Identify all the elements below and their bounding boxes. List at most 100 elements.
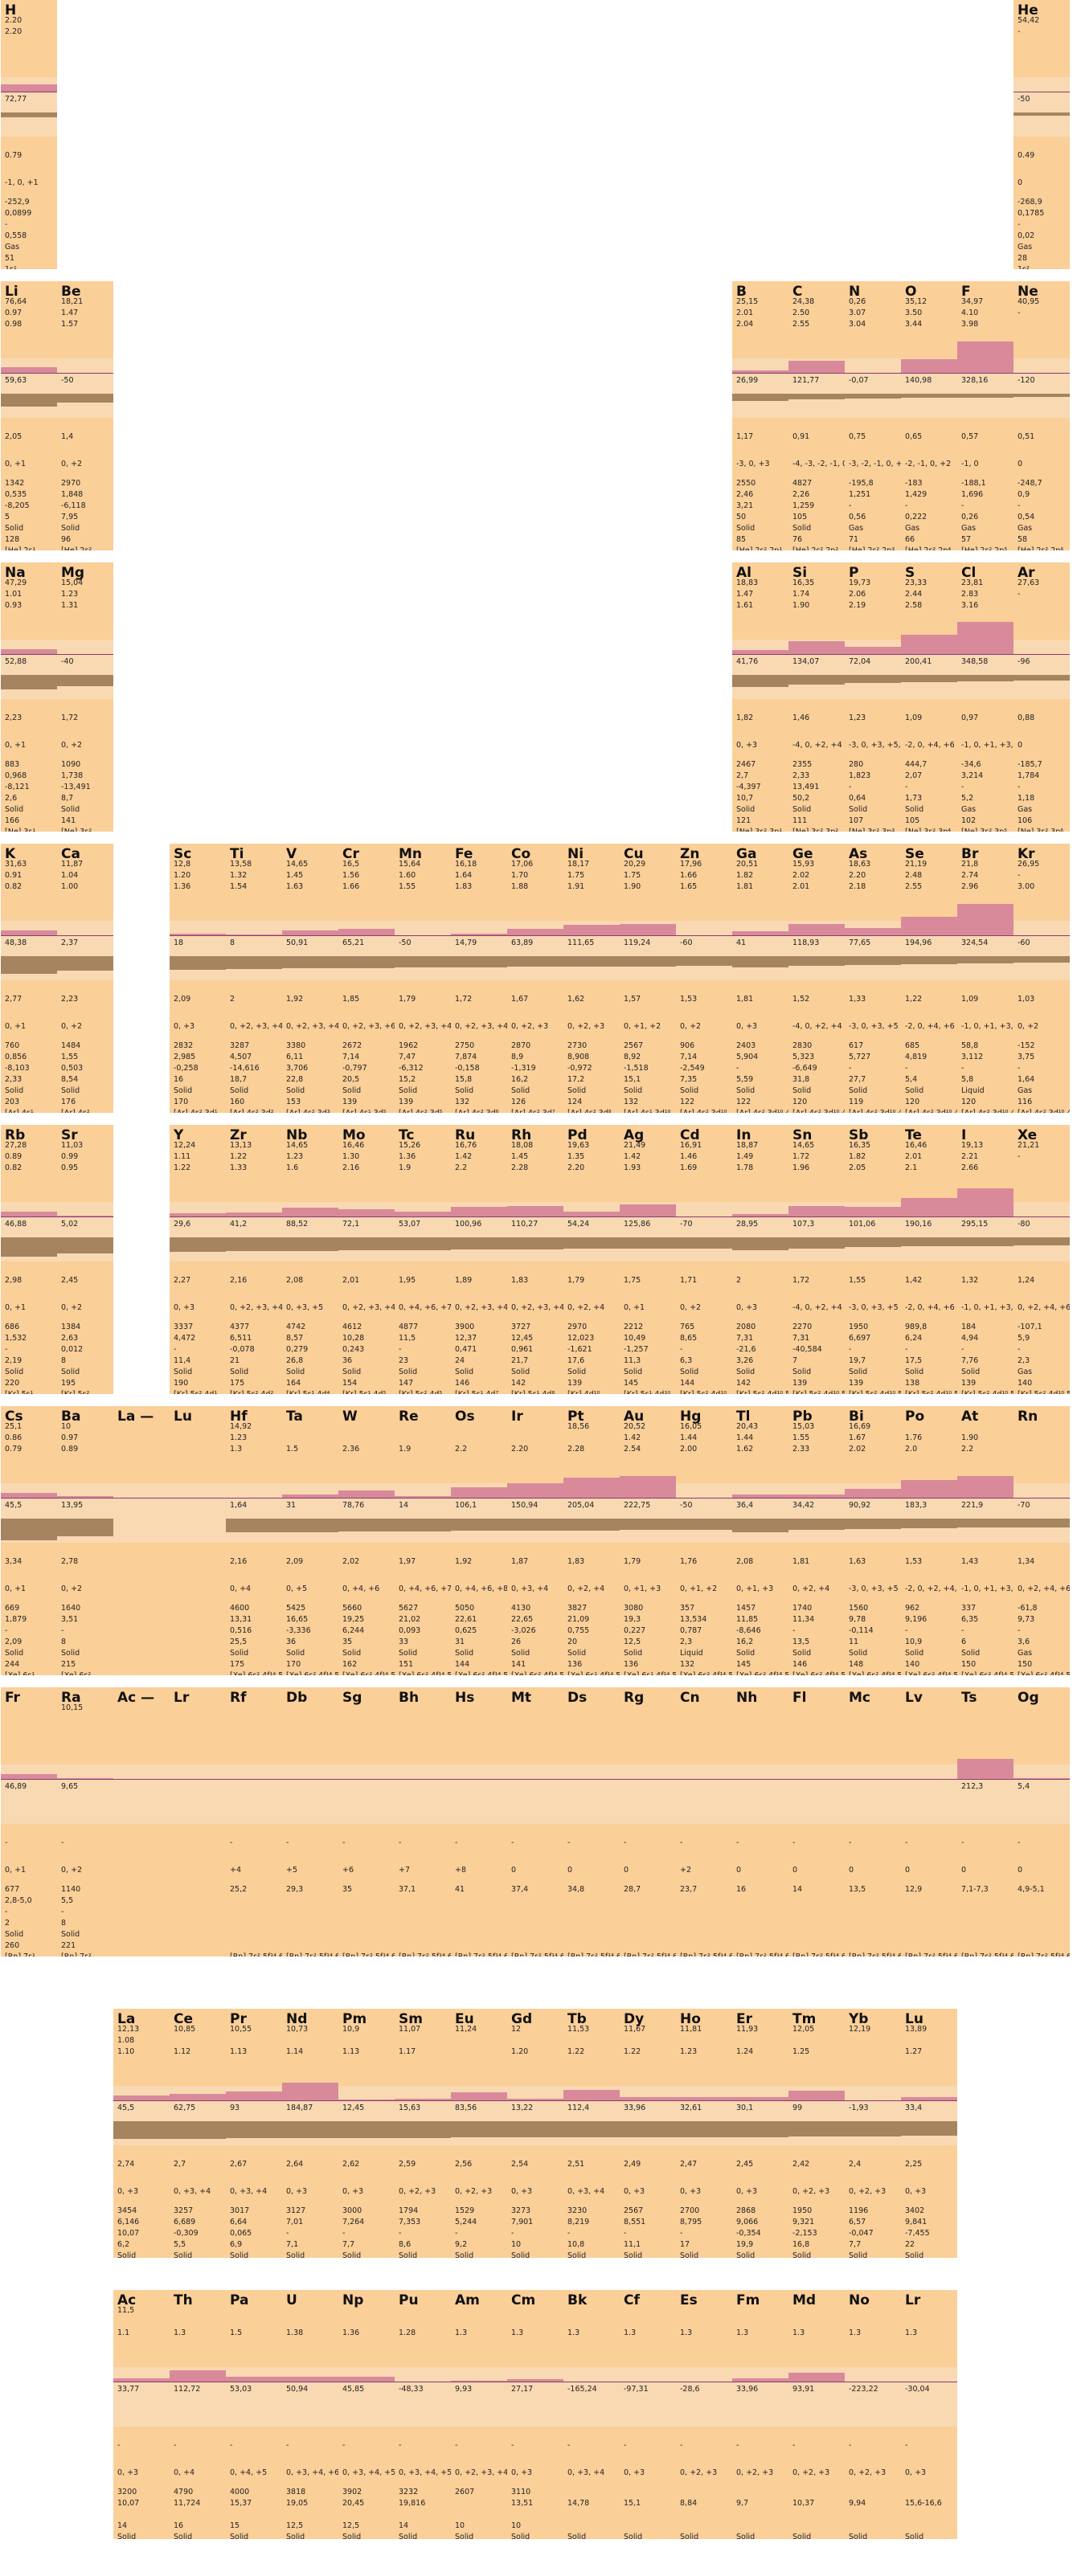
element-cell-ir[interactable]: Ir 2.20 150,94 1,87 0, +3, +4 4130 22,65 -3,026… [507, 1406, 563, 1675]
element-cell-ca[interactable]: Ca 11,87 1.04 1.00 2,37 2,23 0, +2 1484 1,55 0,50… [57, 844, 113, 1113]
element-cell-he[interactable]: He54,42--500.490-268,90,1785-0,02Gas281s… [1014, 0, 1070, 269]
element-cell-cm[interactable]: Cm1.327,17-0, +3311013,5110Solid169[Rn] … [507, 2290, 563, 2539]
element-cell-hf[interactable]: Hf 14,92 1.23 1.3 1,64 2,16 0, +4 4600 13,31 0,51… [226, 1406, 282, 1675]
element-cell-cn[interactable]: Cn-+223,7[Rn] 7s² 5f¹⁴ 6d¹⁰ [676, 1687, 732, 1957]
element-cell-dy[interactable]: Dy 11,67 1.22 33,96 2,49 0, +3 2567 8,551-11,1 S… [620, 2009, 676, 2258]
element-cell-co[interactable]: Co 17,06 1.70 1.88 63,89 1,67 0, +2, +3 2870 8,9… [507, 844, 563, 1113]
element-cell-zr[interactable]: Zr 13,13 1.22 1.33 41,2 2,16 0, +2, +3, +4 4377… [226, 1125, 282, 1394]
element-cell-bi[interactable]: Bi 16,69 1.67 2.02 90,92 1,63 -3, 0, +3, +5 156… [845, 1406, 901, 1675]
element-cell-tl[interactable]: Tl 20,43 1.44 1.62 36,4 2,08 0, +1, +3 1457 11,8… [732, 1406, 788, 1675]
element-cell-bh[interactable]: Bh-+737,1[Rn] 7s² 5f¹⁴ 6d⁵ [395, 1687, 451, 1957]
element-cell-eu[interactable]: Eu 11,24 83,56 2,56 0, +2, +3 1529 5,244-9,2 So… [451, 2009, 507, 2258]
element-cell-ho[interactable]: Ho 11,81 1.23 32,61 2,47 0, +3 2700 8,795-17 Sol… [676, 2009, 732, 2258]
element-cell-sm[interactable]: Sm 11,07 1.17 15,63 2,59 0, +2, +3 1794 7,353-8… [395, 2009, 451, 2258]
element-cell-ds[interactable]: Ds-034,8[Rn] 7s² 5f¹⁴ 6d⁸ [563, 1687, 620, 1957]
element-cell-h[interactable]: H 2.20 2.20 72,77 0.79 -1, 0, +1 -252,9 0,0899-… [1, 0, 57, 269]
element-cell-lu[interactable]: Lu [170, 1406, 226, 1675]
element-cell-al[interactable]: Al 18,83 1.47 1.61 41,76 1,82 0, +3 2467 2,7 -4,3… [732, 562, 788, 832]
element-cell-na[interactable]: Na 47,29 1.01 0.93 52,88 2,23 0, +1 883 0,968 -8,… [1, 562, 57, 832]
element-cell-ba[interactable]: Ba 10 0.97 0.89 13,95 2,78 0, +2 1640 3,51-8 Soli… [57, 1406, 113, 1675]
element-cell-o[interactable]: O 35,12 3.50 3.44 140,98 0,65 -2, -1, 0, +2 -18… [901, 281, 957, 550]
element-cell-cl[interactable]: Cl 23,81 2.83 3.16 348,58 0,97 -1, 0, +1, +3, … [957, 562, 1014, 832]
element-cell-nd[interactable]: Nd 10,73 1.14 184,87 2,64 0, +3 3127 7,01-7,1 So… [282, 2009, 338, 2258]
element-cell-la[interactable]: La 12,13 1.08 1.10 45,5 2,74 0, +3 3454 6,146 10,… [113, 2009, 170, 2258]
element-cell-pt[interactable]: Pt 18,56 2.28 205,04 1,83 0, +2, +4 3827 21,09 0… [563, 1406, 620, 1675]
element-cell-mg[interactable]: Mg 15,04 1.23 1.31 -40 1,72 0, +2 1090 1,738 -13,… [57, 562, 113, 832]
element-cell-f[interactable]: F 34,97 4.10 3.98 328,16 0,57 -1, 0 -188,1 1,696… [957, 281, 1014, 550]
element-cell-ge[interactable]: Ge 15,93 2.02 2.01 118,93 1,52 -4, 0, +2, +4 28… [788, 844, 845, 1113]
element-cell-pb[interactable]: Pb 15,03 1.55 2.33 34,42 1,81 0, +2, +4 1740 11,… [788, 1406, 845, 1675]
element-cell-n[interactable]: N0,263.073.04-0,070,75-3, -2, -1, 0, +1,… [845, 281, 901, 550]
element-cell-c[interactable]: C 24,38 2.50 2.55 121,77 0,91 -4, -3, -2, -1, … [788, 281, 845, 550]
element-cell-pa[interactable]: Pa1.553,03-0, +4, +5400015,3715Solid200[… [226, 2290, 282, 2539]
element-cell-cu[interactable]: Cu 20,29 1.75 1.90 119,24 1,57 0, +1, +2 2567 8,… [620, 844, 676, 1113]
element-cell-ti[interactable]: Ti 13,58 1.32 1.54 8 2 0, +2, +3, +4 3287 4,507-… [226, 844, 282, 1113]
element-cell-yb[interactable]: Yb 12,19 -1,93 2,4 0, +2, +3 1196 6,57 -0,047 7,… [845, 2009, 901, 2258]
element-cell-la[interactable]: La — [113, 1406, 170, 1675]
element-cell-pu[interactable]: Pu1.28-48,33-0, +3, +4, +5, +6323219,816… [395, 2290, 451, 2539]
element-cell-cs[interactable]: Cs 25,1 0.86 0.79 45,5 3,34 0, +1 669 1,879-2,09… [1, 1406, 57, 1675]
element-cell-s[interactable]: S 23,33 2.44 2.58 200,41 1,09 -2, 0, +4, +6 444… [901, 562, 957, 832]
element-cell-y[interactable]: Y 12,24 1.11 1.22 29,6 2,27 0, +3 3337 4,472-11,… [170, 1125, 226, 1394]
element-cell-te[interactable]: Te 16,46 2.01 2.1 190,16 1,42 -2, 0, +4, +6 989… [901, 1125, 957, 1394]
element-cell-lu[interactable]: Lu 13,89 1.27 33,4 2,25 0, +3 3402 9,841 -7,455 2… [901, 2009, 957, 2258]
element-cell-er[interactable]: Er 11,93 1.24 30,1 2,45 0, +3 2868 9,066 -0,354 1… [732, 2009, 788, 2258]
element-cell-re[interactable]: Re 1.9 14 1,97 0, +4, +6, +7 5627 21,02 0,093 33… [395, 1406, 451, 1675]
element-cell-rf[interactable]: Rf-+425,2[Rn] 7s² 5f¹⁴ 6d² [226, 1687, 282, 1957]
element-cell-os[interactable]: Os 2.2 106,1 1,92 0, +4, +6, +8 5050 22,61 0,62… [451, 1406, 507, 1675]
element-cell-b[interactable]: B 25,15 2.01 2.04 26,99 1,17 -3, 0, +3 2550 2,46… [732, 281, 788, 550]
element-cell-rb[interactable]: Rb 27,28 0.89 0.82 46,88 2,98 0, +1 686 1,532-2,… [1, 1125, 57, 1394]
element-cell-tb[interactable]: Tb 11,53 1.22 112,4 2,51 0, +3, +4 3230 8,219-1… [563, 2009, 620, 2258]
element-cell-li[interactable]: Li 76,64 0.97 0.98 59,63 2,05 0, +1 1342 0,535 -8… [1, 281, 57, 550]
element-cell-k[interactable]: K 31,63 0.91 0.82 48,38 2,77 0, +1 760 0,856 -8,1… [1, 844, 57, 1113]
element-cell-sb[interactable]: Sb 16,35 1.82 2.05 101,06 1,55 -3, 0, +3, +5 19… [845, 1125, 901, 1394]
element-cell-fl[interactable]: Fl-014[Rn] 7s² 5f¹⁴ 6d¹⁰ 7p² [788, 1687, 845, 1957]
element-cell-ac[interactable]: Ac — [113, 1687, 170, 1957]
element-cell-mt[interactable]: Mt-037,4[Rn] 7s² 5f¹⁴ 6d⁷ [507, 1687, 563, 1957]
element-cell-ni[interactable]: Ni 18,17 1.75 1.91 111,65 1,62 0, +2, +3 2730 8,… [563, 844, 620, 1113]
element-cell-db[interactable]: Db-+529,3[Rn] 7s² 5f¹⁴ 6d³ [282, 1687, 338, 1957]
element-cell-nb[interactable]: Nb 14,65 1.23 1.6 88,52 2,08 0, +3, +5 4742 8,57… [282, 1125, 338, 1394]
element-cell-cd[interactable]: Cd 16,91 1.46 1.69 -70 1,71 0, +2 765 8,65-6,3 So… [676, 1125, 732, 1394]
element-cell-rh[interactable]: Rh 18,08 1.45 2.28 110,27 1,83 0, +2, +3, +4 37… [507, 1125, 563, 1394]
element-cell-u[interactable]: U 1.38 50,94-0, +3, +4, +6 3818 19,05 12,5 Sol… [282, 2290, 338, 2539]
element-cell-pm[interactable]: Pm 10,9 1.13 12,45 2,62 0, +3 3000 7,264-7,7 Sol… [338, 2009, 395, 2258]
element-cell-ce[interactable]: Ce 10,85 1.12 62,75 2,7 0, +3, +4 3257 6,689 -0,… [170, 2009, 226, 2258]
element-cell-sc[interactable]: Sc 12,8 1.20 1.36 18 2,09 0, +3 2832 2,985 -0,258… [170, 844, 226, 1113]
element-cell-tm[interactable]: Tm 12,05 1.25 99 2,42 0, +2, +3 1950 9,321 -2,15… [788, 2009, 845, 2258]
element-cell-ga[interactable]: Ga 20,51 1.82 1.81 41 1,81 0, +3 2403 5,904-5,59… [732, 844, 788, 1113]
element-cell-ne[interactable]: Ne40,95--1200,510-248,70,9-0,54Gas58[He]… [1014, 281, 1070, 550]
element-cell-in[interactable]: In 18,87 1.49 1.78 28,95 2 0, +3 2080 7,31 -21,6 3… [732, 1125, 788, 1394]
element-cell-hg[interactable]: Hg 16,05 1.44 2.00 -50 1,76 0, +1, +2 357 13,534… [676, 1406, 732, 1675]
element-cell-mc[interactable]: Mc-013,5[Rn] 7s² 5f¹⁴ 6d¹⁰ 7p³ [845, 1687, 901, 1957]
element-cell-rg[interactable]: Rg-028,7[Rn] 7s² 5f¹⁴ 6d⁹ [620, 1687, 676, 1957]
element-cell-kr[interactable]: Kr 26,95-3.00 -60 1,03 0, +2 -152 3,75-1,64 Gas… [1014, 844, 1070, 1113]
element-cell-ag[interactable]: Ag 21,49 1.42 1.93 125,86 1,75 0, +1 2212 10,49-… [620, 1125, 676, 1394]
element-cell-lv[interactable]: Lv-012,9[Rn] 7s² 5f¹⁴ 6d¹⁰ 7p⁴ [901, 1687, 957, 1957]
element-cell-as[interactable]: As 18,63 2.20 2.18 77,65 1,33 -3, 0, +3, +5 617… [845, 844, 901, 1113]
element-cell-nh[interactable]: Nh-016[Rn] 7s² 5f¹⁴ 6d¹⁰ 7p¹ [732, 1687, 788, 1957]
element-cell-sg[interactable]: Sg-+635[Rn] 7s² 5f¹⁴ 6d⁴ [338, 1687, 395, 1957]
